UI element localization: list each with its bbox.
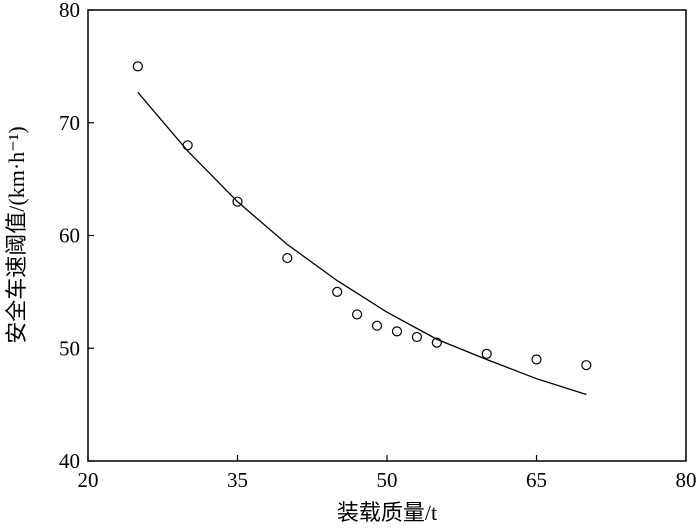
x-tick-label: 80 xyxy=(676,468,697,492)
y-tick-label: 80 xyxy=(59,0,80,22)
x-tick-label: 65 xyxy=(526,468,547,492)
data-point xyxy=(411,331,422,343)
data-point xyxy=(531,354,542,365)
data-point xyxy=(132,61,143,72)
data-point xyxy=(332,286,343,297)
data-point xyxy=(391,326,403,337)
plot-frame xyxy=(87,9,687,462)
y-tick-label: 50 xyxy=(59,336,80,360)
data-point xyxy=(581,360,592,371)
data-point xyxy=(481,348,492,359)
y-tick-label: 60 xyxy=(59,224,80,248)
data-point xyxy=(282,252,293,264)
y-tick-label: 70 xyxy=(59,111,80,135)
y-tick-label: 40 xyxy=(59,449,80,473)
fit-curve xyxy=(137,91,587,396)
x-tick-label: 20 xyxy=(78,468,99,492)
data-point xyxy=(371,320,383,331)
data-point xyxy=(182,140,193,151)
x-tick-label: 35 xyxy=(227,468,248,492)
x-axis-label: 装载质量/t xyxy=(337,500,437,525)
data-point xyxy=(352,309,363,320)
y-axis-label: 安全车速阈值/(km·h⁻¹) xyxy=(4,126,29,343)
x-tick-label: 50 xyxy=(377,468,398,492)
